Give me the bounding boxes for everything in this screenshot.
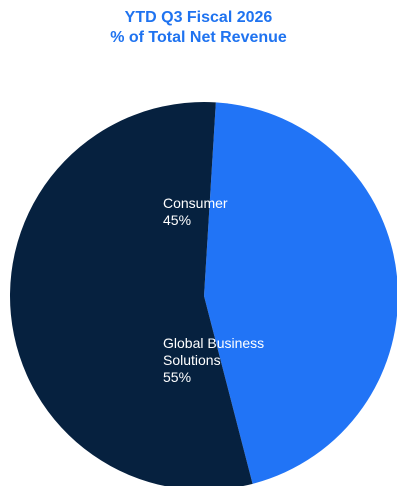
pie-slice-consumer [204, 102, 397, 484]
chart-subtitle: % of Total Net Revenue [110, 29, 287, 46]
slice-value-label: 55% [163, 369, 191, 385]
slice-name-label: Solutions [163, 352, 221, 368]
slice-value-label: 45% [163, 212, 191, 228]
slice-name-label: Global Business [163, 335, 264, 351]
chart-title: YTD Q3 Fiscal 2026 [124, 9, 273, 26]
chart-title-block: YTD Q3 Fiscal 2026 % of Total Net Revenu… [0, 8, 397, 48]
pie-slice-global-business-solutions [10, 101, 253, 486]
slice-name-label: Consumer [163, 195, 228, 211]
pie-slices [10, 101, 397, 486]
